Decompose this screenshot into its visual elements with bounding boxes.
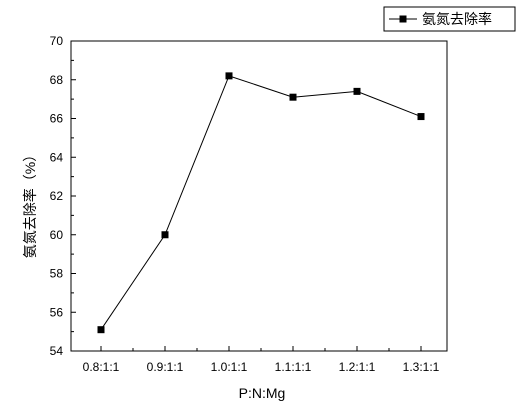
legend: 氨氮去除率 [383,6,516,32]
series-line [100,75,422,330]
y-tick-label: 58 [50,267,64,281]
x-tick-label: 1.1:1:1 [275,360,312,374]
y-tick-label: 62 [50,189,64,203]
data-point-marker [417,113,425,121]
y-tick-label: 70 [50,34,64,48]
y-tick-label: 66 [50,112,64,126]
plot-frame [70,40,448,352]
y-axis-title: 氨氮去除率（%） [22,148,38,258]
data-point-marker [97,326,105,334]
x-axis-title: P:N:Mg [239,385,286,401]
data-point-marker [353,87,361,95]
axes-layer: 54 56 58 60 62 64 66 68 70 0.8:1:1 0.9:1:1 1.0:1:1 1… [50,34,448,374]
y-tick-label: 56 [50,305,64,319]
legend-marker-sample [399,15,407,23]
x-tick-label: 1.2:1:1 [339,360,376,374]
x-tick-label: 0.9:1:1 [147,360,184,374]
x-tick-label: 1.3:1:1 [403,360,440,374]
series-layer [97,72,425,334]
x-tick-label: 0.8:1:1 [83,360,120,374]
legend-label: 氨氮去除率 [422,11,492,27]
data-point-marker [225,72,233,80]
x-tick-label: 1.0:1:1 [211,360,248,374]
y-tick-label: 68 [50,73,64,87]
data-point-marker [289,93,297,101]
y-tick-label: 64 [50,150,64,164]
data-point-marker [161,231,169,239]
y-tick-label: 60 [50,228,64,242]
y-tick-label: 54 [50,344,64,358]
